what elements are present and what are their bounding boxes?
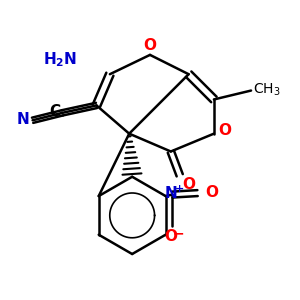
Text: C: C — [50, 104, 61, 119]
Text: O: O — [205, 185, 218, 200]
Text: O: O — [143, 38, 157, 53]
Text: N: N — [17, 112, 30, 127]
Text: $\mathrm{CH_3}$: $\mathrm{CH_3}$ — [253, 82, 280, 98]
Text: O: O — [218, 123, 231, 138]
Text: +: + — [175, 184, 184, 194]
Text: O: O — [183, 177, 196, 192]
Text: N: N — [164, 186, 177, 201]
Text: $\mathbf{H_2N}$: $\mathbf{H_2N}$ — [43, 50, 77, 69]
Text: −: − — [172, 226, 184, 240]
Text: O: O — [164, 229, 177, 244]
